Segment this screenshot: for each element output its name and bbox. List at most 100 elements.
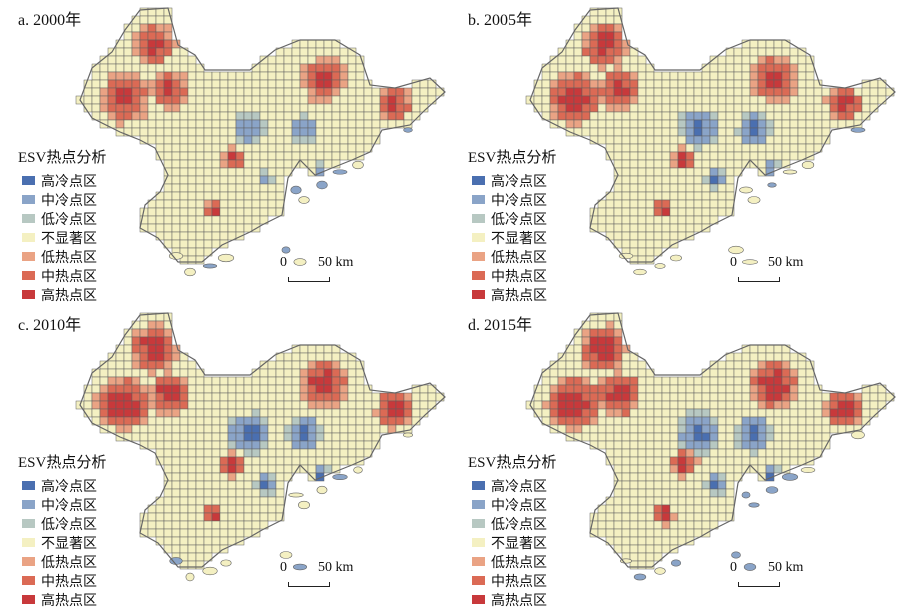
grid-cell bbox=[299, 119, 309, 129]
grid-cell bbox=[219, 111, 229, 121]
grid-cell bbox=[363, 440, 373, 450]
grid-cell bbox=[163, 352, 173, 362]
grid-cell bbox=[347, 424, 357, 434]
grid-cell bbox=[653, 552, 663, 562]
grid-cell bbox=[629, 472, 639, 482]
grid-cell bbox=[227, 119, 237, 129]
grid-cell bbox=[629, 199, 639, 209]
grid-cell bbox=[219, 520, 229, 530]
grid-cell bbox=[573, 368, 583, 378]
grid-cell bbox=[693, 512, 703, 522]
grid-cell bbox=[565, 87, 575, 97]
grid-cell bbox=[861, 392, 871, 402]
grid-cell bbox=[179, 127, 189, 137]
grid-cell bbox=[677, 167, 687, 177]
grid-cell bbox=[597, 95, 607, 105]
grid-cell bbox=[829, 392, 839, 402]
grid-cell bbox=[355, 376, 365, 386]
grid-cell bbox=[203, 79, 213, 89]
grid-cell bbox=[267, 167, 277, 177]
legend-swatch bbox=[472, 481, 485, 490]
grid-cell bbox=[757, 143, 767, 153]
grid-cell bbox=[115, 384, 125, 394]
grid-cell bbox=[307, 464, 317, 474]
grid-cell bbox=[701, 376, 711, 386]
grid-cell bbox=[637, 159, 647, 169]
grid-cell bbox=[765, 368, 775, 378]
grid-cell bbox=[765, 456, 775, 466]
grid-cell bbox=[813, 440, 823, 450]
grid-cell bbox=[203, 159, 213, 169]
grid-cell bbox=[331, 63, 341, 73]
grid-cell bbox=[147, 215, 157, 225]
grid-cell bbox=[829, 103, 839, 113]
grid-cell bbox=[589, 23, 599, 33]
grid-cell bbox=[163, 111, 173, 121]
grid-cell bbox=[179, 231, 189, 241]
grid-cell bbox=[637, 143, 647, 153]
grid-cell bbox=[283, 416, 293, 426]
grid-cell bbox=[605, 23, 615, 33]
grid-cell bbox=[211, 416, 221, 426]
grid-cell bbox=[573, 47, 583, 57]
grid-cell bbox=[139, 352, 149, 362]
grid-cell bbox=[227, 159, 237, 169]
grid-cell bbox=[557, 392, 567, 402]
grid-cell bbox=[661, 384, 671, 394]
grid-cell bbox=[701, 472, 711, 482]
grid-cell bbox=[621, 207, 631, 217]
grid-cell bbox=[781, 119, 791, 129]
grid-cell bbox=[645, 111, 655, 121]
grid-cell bbox=[605, 143, 615, 153]
grid-cell bbox=[629, 392, 639, 402]
grid-cell bbox=[669, 464, 679, 474]
grid-cell bbox=[693, 504, 703, 514]
grid-cell bbox=[171, 63, 181, 73]
grid-cell bbox=[773, 416, 783, 426]
island bbox=[767, 182, 777, 188]
grid-cell bbox=[669, 159, 679, 169]
grid-cell bbox=[821, 95, 831, 105]
grid-cell bbox=[549, 376, 559, 386]
grid-cell bbox=[315, 456, 325, 466]
grid-cell bbox=[829, 408, 839, 418]
grid-cell bbox=[411, 408, 421, 418]
grid-cell bbox=[565, 119, 575, 129]
grid-cell bbox=[163, 23, 173, 33]
grid-cell bbox=[677, 135, 687, 145]
grid-cell bbox=[749, 103, 759, 113]
grid-cell bbox=[629, 215, 639, 225]
scale-bar: 0 50 km bbox=[280, 560, 370, 590]
grid-cell bbox=[147, 440, 157, 450]
grid-cell bbox=[259, 95, 269, 105]
grid-cell bbox=[765, 416, 775, 426]
legend-item-mid-hot: 中热点区 bbox=[472, 571, 556, 590]
grid-cell bbox=[541, 71, 551, 81]
grid-cell bbox=[123, 344, 133, 354]
grid-cell bbox=[757, 400, 767, 410]
grid-cell bbox=[315, 111, 325, 121]
grid-cell bbox=[621, 424, 631, 434]
grid-cell bbox=[653, 167, 663, 177]
grid-cell bbox=[251, 175, 261, 185]
grid-cell bbox=[123, 47, 133, 57]
grid-cell bbox=[179, 512, 189, 522]
grid-cell bbox=[195, 183, 205, 193]
grid-cell bbox=[131, 87, 141, 97]
grid-cell bbox=[581, 71, 591, 81]
grid-cell bbox=[629, 544, 639, 554]
grid-cell bbox=[267, 151, 277, 161]
grid-cell bbox=[219, 135, 229, 145]
grid-cell bbox=[797, 384, 807, 394]
grid-cell bbox=[837, 408, 847, 418]
grid-cell bbox=[581, 408, 591, 418]
grid-cell bbox=[661, 392, 671, 402]
grid-cell bbox=[179, 392, 189, 402]
grid-cell bbox=[733, 79, 743, 89]
grid-cell bbox=[549, 416, 559, 426]
grid-cell bbox=[653, 440, 663, 450]
grid-cell bbox=[717, 384, 727, 394]
grid-cell bbox=[741, 408, 751, 418]
grid-cell bbox=[741, 95, 751, 105]
grid-cell bbox=[757, 432, 767, 442]
